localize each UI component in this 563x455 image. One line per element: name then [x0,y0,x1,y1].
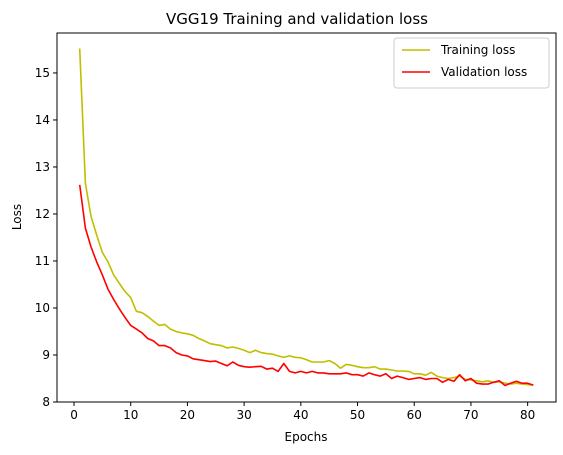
legend-label-validation: Validation loss [441,65,527,79]
plot-area [56,32,557,403]
x-tick-label: 60 [407,408,422,422]
y-axis-label: Loss [10,204,24,230]
x-tick-label: 0 [70,408,78,422]
x-axis: 0 10 20 30 40 50 60 70 80 [70,402,535,422]
plot-frame [56,32,557,403]
legend-label-training: Training loss [440,43,515,57]
x-tick-label: 50 [350,408,365,422]
x-tick-label: 20 [180,408,195,422]
x-tick-label: 40 [293,408,308,422]
y-tick-label: 10 [35,301,50,315]
series-line-validation-loss [78,184,534,387]
series-line-training-loss [78,48,534,386]
y-tick-label: 13 [35,160,50,174]
x-tick-label: 30 [236,408,251,422]
y-tick-label: 15 [35,66,50,80]
x-tick-label: 10 [123,408,138,422]
y-tick-label: 11 [35,254,50,268]
x-axis-label: Epochs [285,430,328,444]
legend: Training loss Validation loss [393,37,550,89]
y-tick-label: 8 [42,395,50,409]
chart-title: VGG19 Training and validation loss [166,10,428,28]
y-axis: 8 9 10 11 12 13 14 15 [35,66,57,409]
y-tick-label: 9 [42,348,50,362]
legend-box [393,37,550,89]
y-tick-label: 14 [35,113,50,127]
x-tick-label: 70 [463,408,478,422]
x-tick-label: 80 [520,408,535,422]
series-layer [78,48,534,387]
y-tick-label: 12 [35,207,50,221]
